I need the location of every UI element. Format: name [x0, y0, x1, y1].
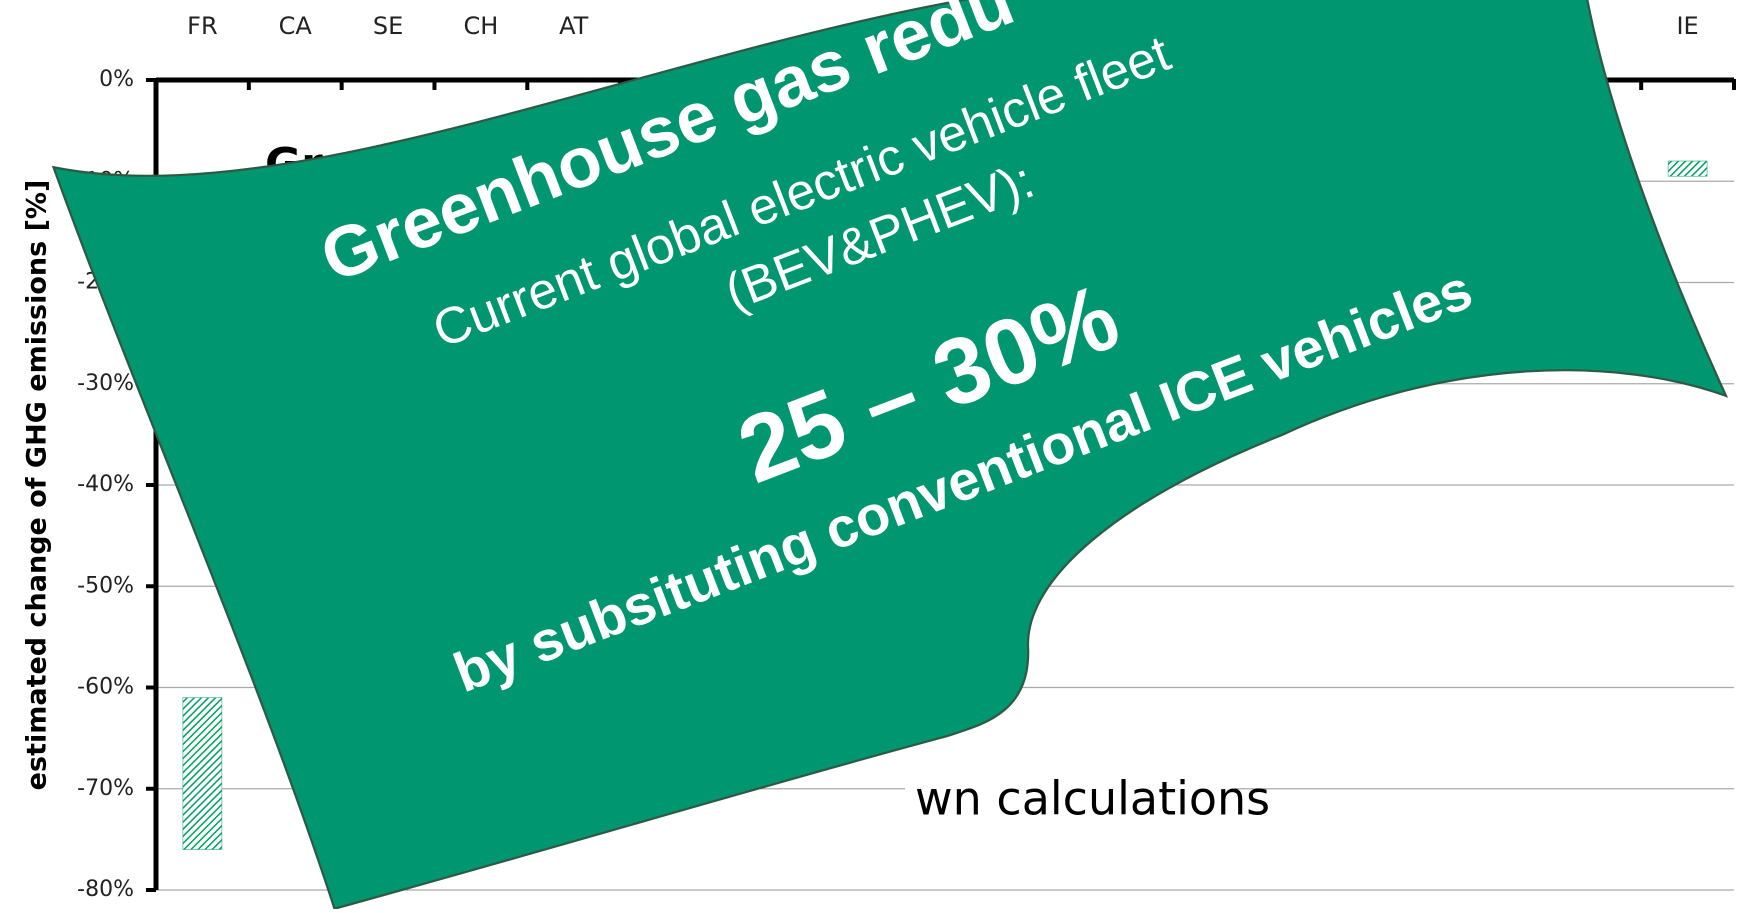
- bar: [183, 698, 222, 850]
- x-tick-label: CH: [463, 12, 498, 40]
- x-tick-label: SE: [373, 12, 403, 40]
- y-tick-label: -50%: [77, 573, 134, 598]
- y-tick-label: -30%: [77, 371, 134, 396]
- x-tick-label: FR: [187, 12, 217, 40]
- x-tick-label: IE: [1676, 12, 1698, 40]
- annotation: wn calculations: [915, 772, 1270, 826]
- y-axis-label: estimated change of GHG emissions [%]: [22, 180, 53, 791]
- bar: [1668, 161, 1707, 176]
- y-tick-label: 0%: [99, 67, 134, 92]
- x-tick-label: CA: [279, 12, 313, 40]
- y-tick-label: -40%: [77, 472, 134, 497]
- y-tick-label: -60%: [77, 675, 134, 700]
- y-tick-label: -80%: [77, 877, 134, 902]
- chart: 0%-10%-20%-30%-40%-50%-60%-70%-80%estima…: [0, 0, 1748, 909]
- x-tick-label: AT: [559, 12, 589, 40]
- y-tick-label: -70%: [77, 776, 134, 801]
- banner: Greenhouse gas redu Current global elect…: [54, 0, 1727, 909]
